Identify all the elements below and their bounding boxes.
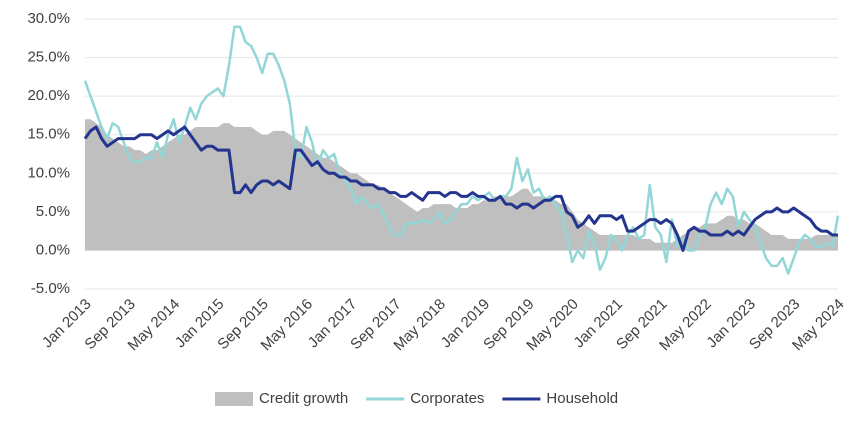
- y-tick-label: 30.0%: [27, 10, 70, 27]
- legend-label: Corporates: [410, 390, 484, 407]
- line: [83, 25, 840, 275]
- y-tick-label: 15.0%: [27, 126, 70, 143]
- y-tick-label: 5.0%: [36, 203, 70, 220]
- legend-label: Credit growth: [259, 390, 348, 407]
- y-tick-label: 10.0%: [27, 164, 70, 181]
- y-tick-label: 20.0%: [27, 87, 70, 104]
- y-tick-label: 0.0%: [36, 241, 70, 258]
- y-tick-label: 25.0%: [27, 49, 70, 66]
- area: [85, 119, 838, 251]
- line: [83, 125, 838, 252]
- y-tick-label: -5.0%: [31, 280, 70, 297]
- legend-swatch: [215, 392, 253, 406]
- legend: Credit growth Corporates Household: [215, 390, 618, 407]
- legend-label: Household: [546, 390, 618, 407]
